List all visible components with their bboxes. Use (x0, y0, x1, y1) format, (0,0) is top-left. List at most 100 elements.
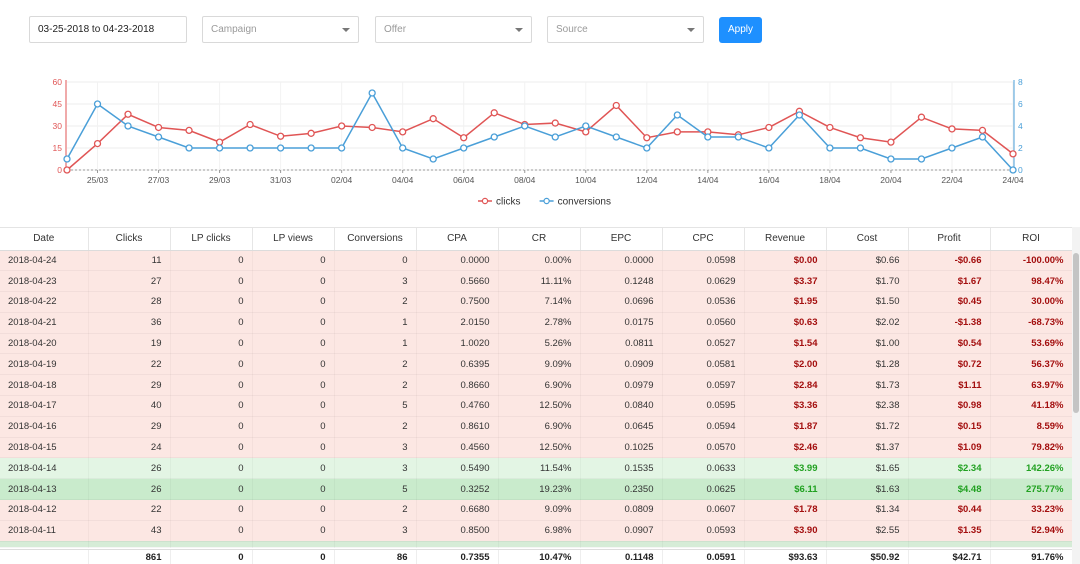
scrollbar-thumb[interactable] (1073, 253, 1079, 413)
table-row[interactable]: 2018-04-14 26 0 0 3 0.5490 11.54% 0.1535 0.0633 $… (0, 457, 1072, 480)
cell-epc: 0.1025 (580, 437, 662, 459)
conversions-point (307, 144, 315, 152)
table-row[interactable]: 2018-04-15 24 0 0 3 0.4560 12.50% 0.1025 0.0570 $… (0, 437, 1072, 459)
table-row[interactable]: 2018-04-11 43 0 0 3 0.8500 6.98% 0.0907 0.0593 $3… (0, 520, 1072, 542)
cell-cost: $0.66 (826, 250, 908, 272)
total-cost: $50.92 (826, 550, 909, 564)
date-range-input[interactable]: 03-25-2018 to 04-23-2018 (29, 16, 187, 43)
column-header-cpa[interactable]: CPA (416, 228, 499, 251)
total-cpc: 0.0591 (662, 550, 745, 564)
cell-date: 2018-04-20 (0, 333, 88, 355)
conversions-point (521, 122, 529, 130)
table-row[interactable]: 2018-04-24 11 0 0 0 0.0000 0.00% 0.0000 0.0598 $0… (0, 250, 1072, 272)
column-header-epc[interactable]: EPC (580, 228, 663, 251)
cell-clicks: 28 (88, 291, 170, 313)
clicks-point (63, 166, 71, 174)
table-row[interactable]: 2018-04-21 36 0 0 1 2.0150 2.78% 0.0175 0.0560 $0… (0, 312, 1072, 334)
column-header-cost[interactable]: Cost (826, 228, 909, 251)
source-select[interactable]: Source (547, 16, 704, 43)
offer-select[interactable]: Offer (375, 16, 532, 43)
cell-cpc: 0.0581 (662, 353, 744, 376)
x-tick-label: 22/04 (941, 175, 963, 185)
clicks-point (978, 126, 987, 135)
clicks-point (948, 125, 956, 133)
column-header-roi[interactable]: ROI (990, 228, 1073, 251)
cell-roi: 52.94% (990, 520, 1072, 542)
column-header-clicks[interactable]: Clicks (88, 228, 171, 251)
table-scrollbar[interactable] (1072, 227, 1080, 564)
table-row[interactable]: 2018-04-12 22 0 0 2 0.6680 9.09% 0.0809 0.0607 $1… (0, 499, 1072, 521)
column-header-lp-clicks[interactable]: LP clicks (170, 228, 253, 251)
cell-roi: 30.00% (990, 291, 1072, 313)
cell-conversions: 5 (334, 478, 416, 501)
cell-lp-clicks: 0 (170, 478, 252, 501)
table-row[interactable]: 2018-04-16 29 0 0 2 0.8610 6.90% 0.0645 0.0594 $1… (0, 416, 1072, 438)
apply-button[interactable]: Apply (719, 17, 762, 43)
clicks-point (490, 109, 498, 117)
cell-revenue: $2.46 (744, 437, 826, 459)
cell-lp-clicks: 0 (170, 270, 252, 293)
clicks-point (93, 139, 102, 148)
x-tick-label: 31/03 (270, 175, 292, 185)
clicks-point (612, 101, 620, 110)
conversions-point (704, 133, 712, 141)
total-cr: 10.47% (498, 550, 581, 564)
conversions-point (276, 144, 285, 152)
table-row[interactable]: 2018-04-22 28 0 0 2 0.7500 7.14% 0.0696 0.0536 $1… (0, 291, 1072, 313)
cell-cpc: 0.0607 (662, 499, 744, 521)
cell-cpc: 0.0597 (662, 374, 744, 397)
campaign-select[interactable]: Campaign (202, 16, 359, 43)
cell-clicks: 24 (88, 437, 170, 459)
table-row[interactable]: 2018-04-13 26 0 0 5 0.3252 19.23% 0.2350 0.0625 $… (0, 478, 1072, 501)
cell-epc: 0.0811 (580, 333, 662, 355)
table-row[interactable]: 2018-04-19 22 0 0 2 0.6395 9.09% 0.0909 0.0581 $2… (0, 353, 1072, 376)
cell-conversions: 1 (334, 333, 416, 355)
table-row[interactable]: 2018-04-23 27 0 0 3 0.5660 11.11% 0.1248 0.0629 $… (0, 270, 1072, 293)
conversions-point (215, 144, 224, 152)
column-header-date[interactable]: Date (0, 228, 89, 251)
table-row[interactable]: 2018-04-20 19 0 0 1 1.0020 5.26% 0.0811 0.0527 $1… (0, 333, 1072, 355)
clicks-point (399, 128, 407, 136)
cell-conversions: 2 (334, 374, 416, 397)
cell-roi: 142.26% (990, 457, 1072, 480)
column-header-cpc[interactable]: CPC (662, 228, 745, 251)
cell-profit: $0.98 (908, 395, 990, 417)
total-date (0, 550, 89, 564)
x-tick-label: 16/04 (758, 175, 780, 185)
cell-lp-views: 0 (252, 437, 334, 459)
conversions-point (643, 144, 651, 152)
cell-epc: 0.1248 (580, 270, 662, 293)
clicks-point (460, 134, 468, 142)
cell-lp-views: 0 (252, 478, 334, 501)
cell-lp-clicks: 0 (170, 499, 252, 521)
cell-profit: $1.67 (908, 270, 990, 293)
cell-lp-clicks: 0 (170, 416, 252, 438)
column-header-profit[interactable]: Profit (908, 228, 991, 251)
clicks-point (917, 113, 926, 121)
cell-revenue: $2.00 (744, 353, 826, 376)
cell-cost: $1.28 (826, 353, 908, 376)
column-header-lp-views[interactable]: LP views (252, 228, 335, 251)
column-header-revenue[interactable]: Revenue (744, 228, 827, 251)
cell-cpc: 0.0629 (662, 270, 744, 293)
y-right-tick-label: 2 (1018, 143, 1023, 153)
cell-cpa: 0.6395 (416, 353, 498, 376)
total-clicks: 861 (88, 550, 171, 564)
table-row[interactable]: 2018-04-17 40 0 0 5 0.4760 12.50% 0.0840 0.0595 $… (0, 395, 1072, 417)
clicks-line (66, 104, 1014, 171)
cell-roi: -68.73% (990, 312, 1072, 334)
cell-cr: 11.11% (498, 270, 580, 293)
column-header-cr[interactable]: CR (498, 228, 581, 251)
conversions-point (887, 155, 895, 163)
table-row[interactable]: 2018-04-18 29 0 0 2 0.8660 6.90% 0.0979 0.0597 $2… (0, 374, 1072, 397)
cell-cr: 11.54% (498, 457, 580, 480)
cell-lp-views: 0 (252, 312, 334, 334)
cell-cr: 0.00% (498, 250, 580, 272)
cell-clicks: 22 (88, 499, 170, 521)
column-header-conversions[interactable]: Conversions (334, 228, 417, 251)
cell-profit: -$0.66 (908, 250, 990, 272)
cell-lp-clicks: 0 (170, 291, 252, 313)
cell-epc: 0.0696 (580, 291, 662, 313)
cell-lp-views: 0 (252, 270, 334, 293)
cell-cpc: 0.0598 (662, 250, 744, 272)
